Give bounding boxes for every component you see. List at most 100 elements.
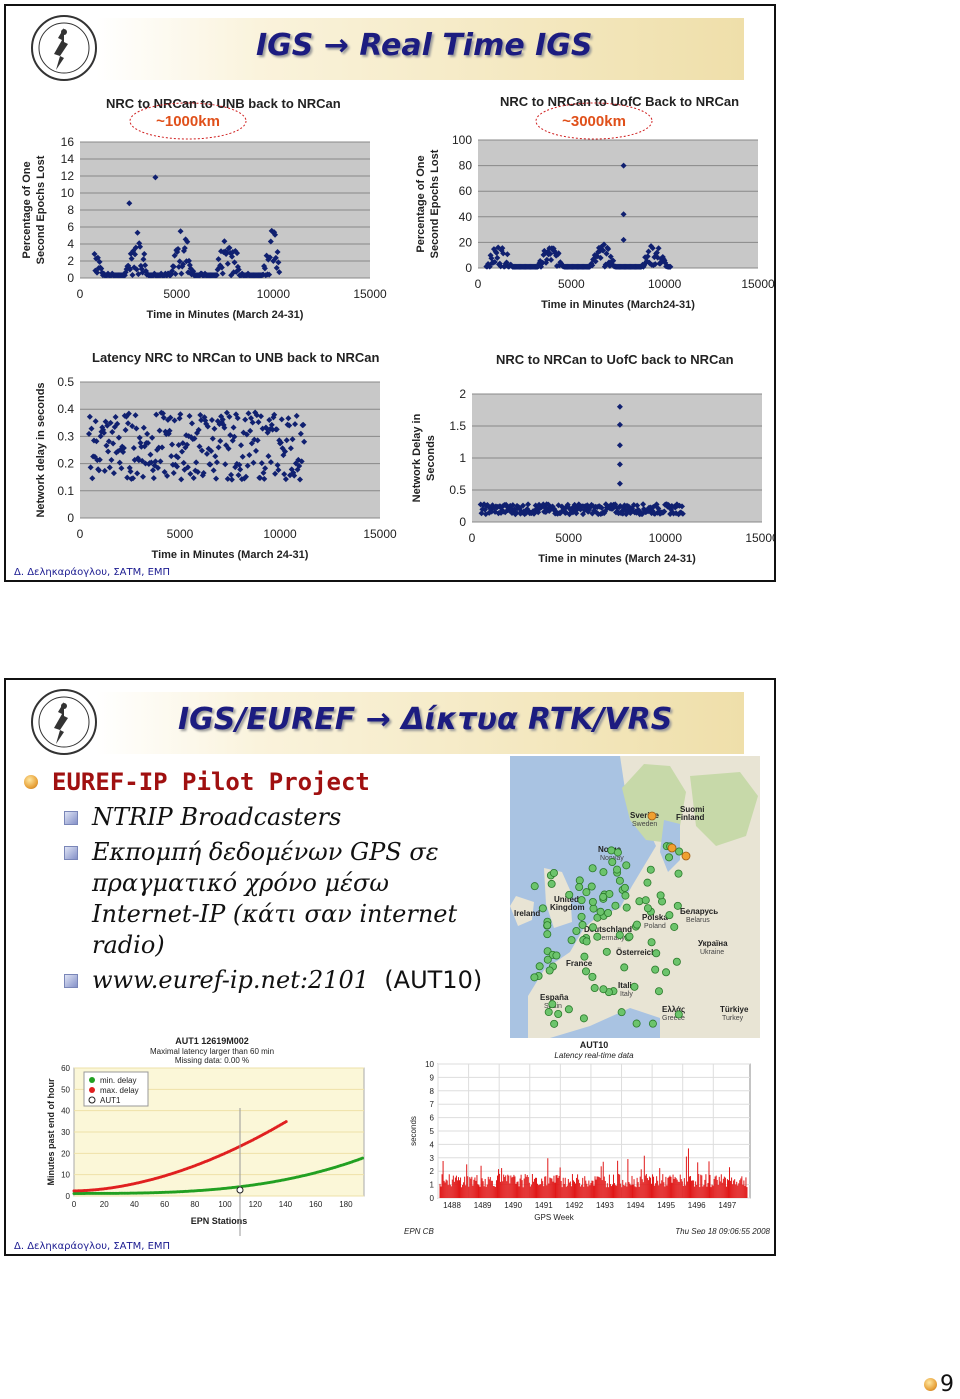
data-point bbox=[241, 475, 248, 482]
data-point bbox=[96, 456, 103, 463]
y-tick-label: 60 bbox=[61, 1064, 70, 1073]
data-point bbox=[481, 501, 488, 508]
data-point bbox=[181, 245, 188, 252]
map-label: Greece bbox=[662, 1015, 685, 1022]
data-point bbox=[672, 504, 679, 511]
map-label: Turkey bbox=[722, 1015, 744, 1022]
data-point bbox=[288, 466, 295, 473]
data-point bbox=[257, 413, 264, 420]
data-point bbox=[266, 417, 273, 424]
station-marker bbox=[602, 947, 611, 956]
data-point bbox=[243, 473, 250, 480]
data-point bbox=[194, 469, 201, 476]
station-marker bbox=[543, 955, 552, 964]
data-point bbox=[210, 467, 217, 474]
data-point bbox=[137, 262, 144, 269]
sub-bullet-ntrip: NTRIP Broadcasters bbox=[64, 802, 514, 833]
data-point bbox=[273, 264, 280, 271]
data-point bbox=[500, 250, 507, 257]
data-point bbox=[275, 466, 282, 473]
caster-url[interactable]: www.euref-ip.net:2101 bbox=[92, 966, 370, 994]
data-point bbox=[171, 417, 178, 424]
x-tick-label: 20 bbox=[100, 1200, 109, 1209]
data-point bbox=[131, 251, 138, 258]
legend-marker bbox=[89, 1077, 95, 1083]
x-tick-label: 0 bbox=[475, 277, 482, 291]
map-label: Ukraine bbox=[700, 949, 724, 956]
data-point bbox=[297, 476, 304, 483]
map-label: France bbox=[566, 959, 593, 968]
x-tick-label: 5000 bbox=[555, 531, 582, 545]
legend-marker bbox=[89, 1087, 95, 1093]
data-point bbox=[260, 469, 267, 476]
data-point bbox=[144, 430, 151, 437]
data-point bbox=[234, 415, 241, 422]
data-point bbox=[150, 475, 157, 482]
data-point bbox=[211, 425, 218, 432]
y-tick-label: 4 bbox=[430, 1140, 435, 1149]
data-point bbox=[249, 419, 256, 426]
x-tick-label: 10000 bbox=[649, 531, 683, 545]
station-marker bbox=[656, 891, 665, 900]
data-point bbox=[595, 244, 602, 251]
data-point bbox=[115, 434, 122, 441]
station-marker bbox=[538, 904, 547, 913]
y-axis-label: Seconds bbox=[425, 435, 437, 481]
data-point bbox=[172, 461, 179, 468]
data-point bbox=[118, 465, 125, 472]
data-point bbox=[620, 211, 627, 218]
x-tick-label: 0 bbox=[72, 1200, 77, 1209]
y-tick-label: 7 bbox=[430, 1100, 435, 1109]
data-point bbox=[237, 466, 244, 473]
data-point bbox=[184, 441, 191, 448]
chart-footer: EPN CB bbox=[404, 1227, 434, 1234]
data-point bbox=[513, 509, 520, 516]
map-label: Belarus bbox=[686, 917, 710, 924]
map-label: Україна bbox=[698, 939, 728, 948]
y-tick-label: 0 bbox=[67, 511, 74, 525]
y-tick-label: 0.4 bbox=[57, 402, 74, 416]
data-point bbox=[642, 254, 649, 261]
station-marker bbox=[604, 909, 613, 918]
station-marker bbox=[620, 883, 629, 892]
legend-label: max. delay bbox=[100, 1086, 139, 1095]
data-point bbox=[616, 421, 623, 428]
chart-aut1-delay: AUT1 12619M002 Maximal latency larger tha… bbox=[42, 1034, 372, 1244]
station-marker bbox=[572, 926, 581, 935]
x-tick-label: 15000 bbox=[363, 527, 397, 541]
data-point bbox=[616, 461, 623, 468]
data-point bbox=[276, 437, 283, 444]
station-marker bbox=[588, 897, 597, 906]
y-tick-label: 3 bbox=[430, 1154, 435, 1163]
x-tick-label: 40 bbox=[130, 1200, 139, 1209]
data-point bbox=[203, 450, 210, 457]
data-point bbox=[277, 439, 284, 446]
station-marker bbox=[530, 882, 539, 891]
data-point bbox=[142, 262, 149, 269]
data-point bbox=[229, 253, 236, 260]
data-point bbox=[92, 418, 99, 425]
data-point bbox=[149, 434, 156, 441]
data-point bbox=[130, 247, 137, 254]
x-tick-label: 80 bbox=[190, 1200, 199, 1209]
data-point bbox=[291, 472, 298, 479]
station-marker bbox=[625, 932, 634, 941]
y-tick-label: 50 bbox=[61, 1085, 70, 1094]
data-point bbox=[247, 427, 254, 434]
station-marker bbox=[620, 963, 629, 972]
data-point bbox=[198, 417, 205, 424]
y-tick-label: 60 bbox=[459, 184, 473, 198]
y-axis-label: Network Delay in bbox=[411, 413, 423, 502]
bullet-list: EUREF-IP Pilot Project NTRIP Broadcaster… bbox=[24, 768, 514, 1000]
data-point bbox=[142, 268, 149, 275]
data-point bbox=[293, 412, 300, 419]
data-point bbox=[107, 419, 114, 426]
sub-bullet-url: www.euref-ip.net:2101 (AUT10) bbox=[64, 965, 514, 996]
data-point bbox=[122, 427, 129, 434]
data-point bbox=[218, 413, 225, 420]
station-marker bbox=[615, 876, 624, 885]
x-tick-label: 5000 bbox=[167, 527, 194, 541]
data-point bbox=[655, 245, 662, 252]
data-point bbox=[133, 266, 140, 273]
title-bar bbox=[96, 18, 744, 80]
